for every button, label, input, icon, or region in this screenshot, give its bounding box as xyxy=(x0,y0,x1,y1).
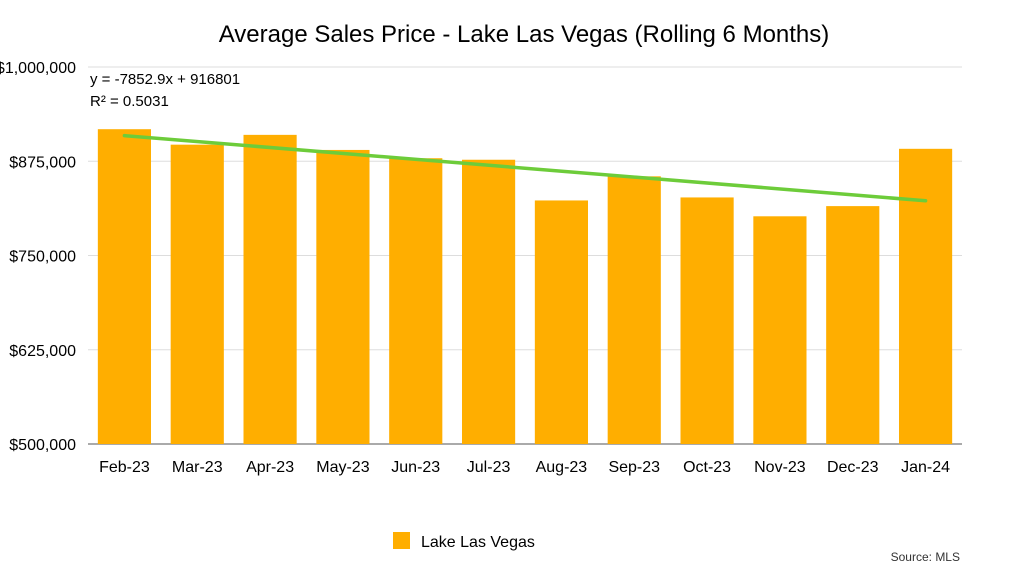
y-tick-label: $875,000 xyxy=(9,154,76,171)
trendline-r2: R² = 0.5031 xyxy=(90,93,169,110)
source-note: Source: MLS xyxy=(891,550,960,564)
legend-swatch xyxy=(393,532,410,549)
bar xyxy=(97,129,152,444)
x-tick-label: Dec-23 xyxy=(827,459,879,476)
x-tick-label: Jan-24 xyxy=(901,459,950,476)
x-tick-label: Feb-23 xyxy=(99,459,150,476)
x-tick-label: Mar-23 xyxy=(172,459,223,476)
trendline xyxy=(122,133,928,203)
x-tick-label: Sep-23 xyxy=(608,459,660,476)
bar xyxy=(898,148,953,444)
bar xyxy=(243,134,297,445)
x-tick-label: May-23 xyxy=(316,459,369,476)
bar xyxy=(680,197,734,444)
y-tick-label: $1,000,000 xyxy=(0,60,76,77)
y-tick-label: $750,000 xyxy=(9,249,76,266)
trendline-equation: y = -7852.9x + 916801 xyxy=(90,71,240,88)
x-tick-label: Jun-23 xyxy=(391,459,440,476)
chart-title: Average Sales Price - Lake Las Vegas (Ro… xyxy=(219,21,830,48)
bar xyxy=(826,206,880,444)
y-tick-label: $625,000 xyxy=(9,343,76,360)
x-tick-label: Oct-23 xyxy=(683,459,731,476)
bar xyxy=(461,159,516,444)
x-tick-label: Nov-23 xyxy=(754,459,806,476)
bar xyxy=(534,200,589,444)
x-tick-label: Apr-23 xyxy=(246,459,294,476)
bar xyxy=(607,176,661,444)
y-tick-label: $500,000 xyxy=(9,437,76,454)
legend: Lake Las Vegas xyxy=(393,532,535,551)
bar xyxy=(316,149,370,444)
legend-label: Lake Las Vegas xyxy=(421,534,535,551)
bar xyxy=(753,216,807,444)
x-tick-label: Jul-23 xyxy=(467,459,511,476)
bar xyxy=(389,158,443,444)
bar xyxy=(170,144,224,445)
x-tick-label: Aug-23 xyxy=(536,459,588,476)
